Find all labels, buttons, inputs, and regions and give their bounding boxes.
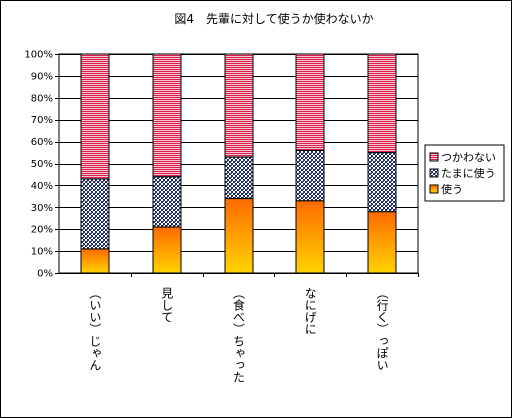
x-tick-label: （食べ）ちゃった <box>232 287 246 383</box>
y-tick-label: 60% <box>31 137 53 148</box>
bar-segment <box>295 53 325 151</box>
bar-segment <box>367 211 397 274</box>
legend-label: つかわない <box>441 151 496 164</box>
legend-label: 使う <box>441 183 463 196</box>
x-tick-label: なにげに <box>303 287 317 335</box>
bar-segment <box>295 200 325 274</box>
bar-segment <box>224 53 254 158</box>
y-tick-label: 30% <box>31 203 53 214</box>
legend-swatch <box>429 184 439 194</box>
bar-segment <box>80 53 110 180</box>
y-tick-label: 100% <box>24 50 53 61</box>
x-axis-ticks: （いい）じゃん 見して （食べ）ちゃった なにげに （行く）っぽい <box>88 273 419 383</box>
bar-segment <box>367 152 397 213</box>
bar-segment <box>295 149 325 202</box>
y-tick-label: 50% <box>31 159 53 170</box>
x-tick-label: （いい）じゃん <box>88 287 102 371</box>
legend-swatch <box>429 168 439 178</box>
bar-segment <box>224 156 254 200</box>
y-tick-label: 20% <box>31 225 53 236</box>
bars <box>80 53 397 274</box>
x-tick-label: （行く）っぽい <box>375 287 389 371</box>
bar-segment <box>80 248 110 274</box>
x-tick-label: 見して <box>160 287 174 323</box>
bar-segment <box>80 178 110 250</box>
bar-segment <box>152 226 182 274</box>
bar-segment <box>152 53 182 178</box>
bar-segment <box>367 53 397 154</box>
y-tick-label: 0% <box>37 269 53 280</box>
chart-title: 図4 先輩に対して使うか使わないか <box>174 11 373 26</box>
bar-segment <box>224 198 254 274</box>
y-tick-label: 90% <box>31 71 53 82</box>
y-tick-label: 10% <box>31 247 53 258</box>
y-tick-label: 70% <box>31 115 53 126</box>
y-tick-label: 40% <box>31 181 53 192</box>
bar-segment <box>152 176 182 228</box>
y-tick-label: 80% <box>31 93 53 104</box>
legend-label: たまに使う <box>441 167 496 180</box>
y-axis-ticks: 0% 10% 20% 30% 40% 50% 60% 70% 80% 90% 100% <box>24 50 59 280</box>
legend-swatch <box>429 152 439 162</box>
